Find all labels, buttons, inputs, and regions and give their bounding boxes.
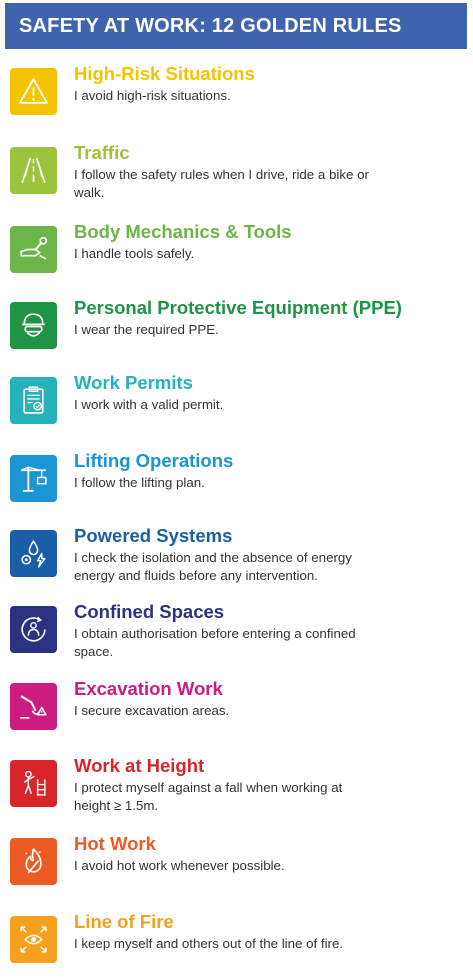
hand-wrench-icon xyxy=(17,233,50,266)
rule-title: Excavation Work xyxy=(74,678,223,700)
eye-arrows-icon xyxy=(17,923,50,956)
rule-title: Personal Protective Equipment (PPE) xyxy=(74,297,402,319)
page-title: SAFETY AT WORK: 12 GOLDEN RULES xyxy=(19,15,402,37)
rule-icon-box xyxy=(10,760,57,807)
rule-title: Hot Work xyxy=(74,833,156,855)
rule-description: I avoid hot work whenever possible. xyxy=(74,857,374,875)
rule-title: Confined Spaces xyxy=(74,601,224,623)
rule-title: High-Risk Situations xyxy=(74,63,255,85)
rule-description: I handle tools safely. xyxy=(74,245,374,263)
rule-icon-box xyxy=(10,302,57,349)
rule-icon-box xyxy=(10,530,57,577)
rule-description: I protect myself against a fall when wor… xyxy=(74,779,374,815)
warning-triangle-icon xyxy=(17,75,50,108)
page-header-banner: SAFETY AT WORK: 12 GOLDEN RULES xyxy=(5,3,467,49)
rule-icon-box xyxy=(10,838,57,885)
rule-title: Lifting Operations xyxy=(74,450,233,472)
rule-icon-box xyxy=(10,377,57,424)
flame-icon xyxy=(17,845,50,878)
road-icon xyxy=(17,154,50,187)
rule-title: Powered Systems xyxy=(74,525,232,547)
rule-icon-box xyxy=(10,606,57,653)
rule-title: Body Mechanics & Tools xyxy=(74,221,292,243)
rule-description: I follow the safety rules when I drive, … xyxy=(74,166,374,202)
rule-description: I secure excavation areas. xyxy=(74,702,374,720)
rule-icon-box xyxy=(10,147,57,194)
crane-icon xyxy=(17,462,50,495)
person-in-circle-icon xyxy=(17,613,50,646)
rule-icon-box xyxy=(10,916,57,963)
rule-icon-box xyxy=(10,68,57,115)
rule-title: Work at Height xyxy=(74,755,204,777)
rule-title: Work Permits xyxy=(74,372,193,394)
energy-drop-gear-icon xyxy=(17,537,50,570)
rule-title: Line of Fire xyxy=(74,911,174,933)
worker-ladder-icon xyxy=(17,767,50,800)
rule-description: I wear the required PPE. xyxy=(74,321,374,339)
rule-title: Traffic xyxy=(74,142,130,164)
rule-description: I check the isolation and the absence of… xyxy=(74,549,374,585)
clipboard-check-icon xyxy=(17,384,50,417)
excavator-icon xyxy=(17,690,50,723)
rule-icon-box xyxy=(10,226,57,273)
rule-description: I avoid high-risk situations. xyxy=(74,87,374,105)
rule-description: I obtain authorisation before entering a… xyxy=(74,625,374,661)
rule-icon-box xyxy=(10,455,57,502)
rule-icon-box xyxy=(10,683,57,730)
helmet-goggles-icon xyxy=(17,309,50,342)
rule-description: I follow the lifting plan. xyxy=(74,474,374,492)
rule-description: I keep myself and others out of the line… xyxy=(74,935,374,953)
rule-description: I work with a valid permit. xyxy=(74,396,374,414)
